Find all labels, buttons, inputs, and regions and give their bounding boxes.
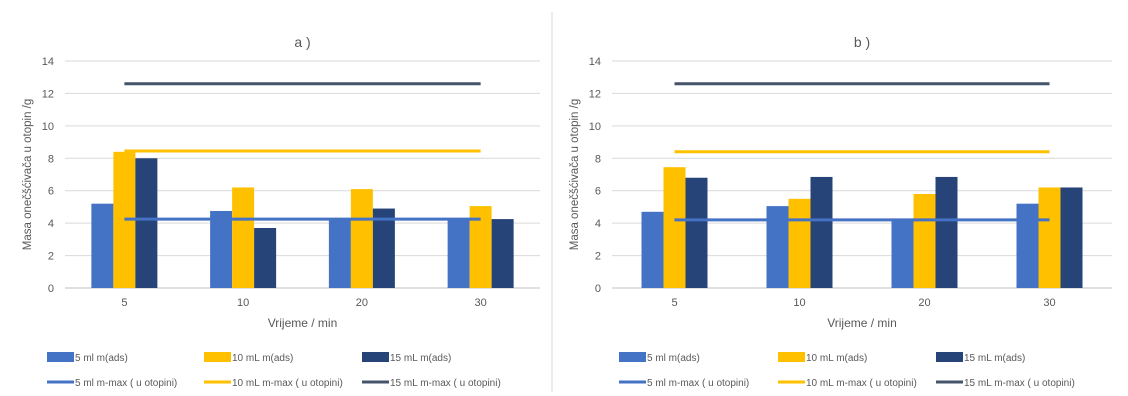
legend-entry: 5 ml m(ads) <box>75 353 128 364</box>
x-tick-label: 10 <box>237 297 249 309</box>
y-tick-label: 4 <box>48 218 54 230</box>
y-tick-label: 12 <box>589 88 601 100</box>
bar-5ml <box>766 206 789 288</box>
legend: 5 ml m(ads) 10 mL m(ads) 15 mL m(ads) 5 ml … <box>47 352 501 389</box>
bar-5ml <box>210 210 233 288</box>
bar-10ml <box>469 206 492 288</box>
legend-swatch-bar <box>362 352 389 362</box>
bar-5ml <box>328 218 351 288</box>
x-axis-label: Vrijeme / min <box>827 316 897 330</box>
chart-title: b ) <box>854 34 870 50</box>
legend-entry: 15 mL m(ads) <box>390 353 451 364</box>
bar-5ml <box>91 203 114 288</box>
x-tick-label: 20 <box>918 297 930 309</box>
bar-15ml <box>1060 187 1083 288</box>
x-tick-label: 30 <box>475 297 487 309</box>
bar-10ml <box>350 189 373 288</box>
y-tick-label: 2 <box>595 251 601 263</box>
bar-15ml <box>254 228 277 288</box>
legend-entry: 10 mL m-max ( u otopini) <box>806 378 917 389</box>
y-tick-label: 4 <box>595 218 601 230</box>
legend-swatch-bar <box>47 352 74 362</box>
bar-10ml <box>232 187 255 288</box>
x-tick-label: 5 <box>121 297 127 309</box>
y-tick-label: 10 <box>42 121 54 133</box>
bar-10ml <box>1038 187 1061 288</box>
bar-5ml <box>641 211 664 288</box>
bar-15ml <box>135 158 158 288</box>
y-tick-label: 6 <box>595 186 601 198</box>
x-tick-label: 30 <box>1043 297 1055 309</box>
bar-5ml <box>1016 203 1039 288</box>
legend-entry: 15 mL m-max ( u otopini) <box>964 378 1075 389</box>
legend-swatch-bar <box>936 352 963 362</box>
legend-swatch-bar <box>778 352 805 362</box>
y-tick-label: 0 <box>48 283 54 295</box>
y-axis-label: Masa onečšćivača u otopin /g <box>569 99 581 251</box>
legend-entry: 15 mL m(ads) <box>964 353 1025 364</box>
bar-15ml <box>935 176 958 288</box>
legend-entry: 10 mL m(ads) <box>232 353 293 364</box>
legend-entry: 10 mL m-max ( u otopini) <box>232 378 343 389</box>
legend-entry: 10 mL m(ads) <box>806 353 867 364</box>
chart-panel-a: a ) 0 2 4 6 8 10 12 14 Masa onečšćivača u otopin … <box>22 34 540 389</box>
x-tick-label: 20 <box>356 297 368 309</box>
legend-entry: 15 mL m-max ( u otopini) <box>390 378 501 389</box>
bar-5ml <box>447 218 470 288</box>
legend: 5 ml m(ads) 10 mL m(ads) 15 mL m(ads) 5 ml … <box>619 352 1075 389</box>
bar-10ml <box>788 198 811 288</box>
legend-entry: 5 ml m(ads) <box>647 353 700 364</box>
y-axis-label: Masa onečšćivača u otopin /g <box>22 99 34 251</box>
y-tick-label: 12 <box>42 88 54 100</box>
y-tick-label: 0 <box>595 283 601 295</box>
bar-10ml <box>663 167 686 288</box>
bar-5ml <box>891 219 914 288</box>
y-tick-label: 10 <box>589 121 601 133</box>
y-tick-label: 2 <box>48 251 54 263</box>
y-tick-label: 6 <box>48 186 54 198</box>
bar-15ml <box>810 176 833 288</box>
x-axis-label: Vrijeme / min <box>268 316 338 330</box>
bar-15ml <box>372 208 395 288</box>
x-tick-label: 5 <box>671 297 677 309</box>
chart-title: a ) <box>294 34 310 50</box>
bar-15ml <box>685 177 708 288</box>
y-tick-label: 8 <box>48 153 54 165</box>
bar-10ml <box>913 193 936 288</box>
legend-entry: 5 ml m-max ( u otopini) <box>647 378 749 389</box>
x-tick-label: 10 <box>793 297 805 309</box>
legend-entry: 5 ml m-max ( u otopini) <box>75 378 177 389</box>
bar-15ml <box>491 219 514 288</box>
y-tick-label: 14 <box>42 56 54 68</box>
y-tick-label: 8 <box>595 153 601 165</box>
legend-swatch-bar <box>204 352 231 362</box>
y-tick-label: 14 <box>589 56 601 68</box>
chart-panel-b: b ) 0 2 4 6 8 10 12 14 Masa onečšćivača u otopin … <box>569 34 1112 389</box>
legend-swatch-bar <box>619 352 646 362</box>
